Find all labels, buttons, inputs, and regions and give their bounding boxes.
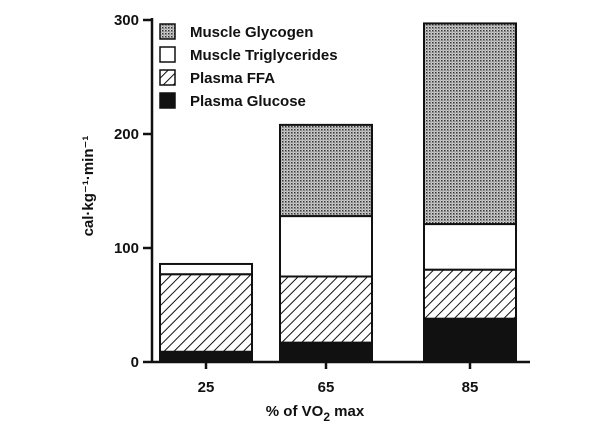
x-tick-label: 25	[198, 379, 215, 396]
x-tick-label: 65	[318, 379, 335, 396]
bar-segment-muscle-triglycerides-85	[423, 223, 517, 271]
y-tick-label: 0	[131, 354, 139, 371]
legend: Muscle Glycogen Muscle Triglycerides Plasm…	[159, 23, 338, 110]
legend-swatch-plasma-ffa	[159, 69, 176, 86]
x-axis-title-subscript: 2	[323, 410, 330, 424]
bar-segment-plasma-glucose-25	[159, 350, 253, 363]
legend-swatch-plasma-glucose	[159, 92, 176, 109]
bar-segment-plasma-ffa-85	[423, 268, 517, 320]
legend-label-muscle-triglycerides: Muscle Triglycerides	[190, 47, 338, 64]
bar-segment-plasma-ffa-65	[279, 275, 373, 344]
bar-segment-muscle-triglycerides-65	[279, 215, 373, 278]
bars	[159, 22, 517, 363]
bar-segment-muscle-triglycerides-25	[159, 262, 253, 276]
bar-segment-plasma-glucose-85	[423, 317, 517, 363]
y-tick-label: 300	[114, 12, 139, 29]
bar-segment-muscle-glycogen-65	[279, 123, 373, 218]
bar-segment-plasma-glucose-65	[279, 341, 373, 363]
legend-label-plasma-ffa: Plasma FFA	[190, 70, 275, 87]
y-axis-title: cal·kg⁻¹·min⁻¹	[80, 136, 97, 237]
bar-segment-muscle-glycogen-85	[423, 22, 517, 226]
x-tick-label: 85	[462, 379, 479, 396]
legend-swatch-muscle-glycogen	[159, 23, 176, 40]
y-tick-label: 200	[114, 126, 139, 143]
y-tick-label: 100	[114, 240, 139, 257]
legend-label-plasma-glucose: Plasma Glucose	[190, 93, 306, 110]
x-axis-title-prefix: % of VO	[266, 403, 324, 420]
bar-segment-plasma-ffa-25	[159, 273, 253, 353]
legend-label-muscle-glycogen: Muscle Glycogen	[190, 24, 313, 41]
x-axis-title: % of VO2 max	[266, 403, 365, 424]
x-axis-title-suffix: max	[330, 403, 365, 420]
legend-swatch-muscle-triglycerides	[159, 46, 176, 63]
